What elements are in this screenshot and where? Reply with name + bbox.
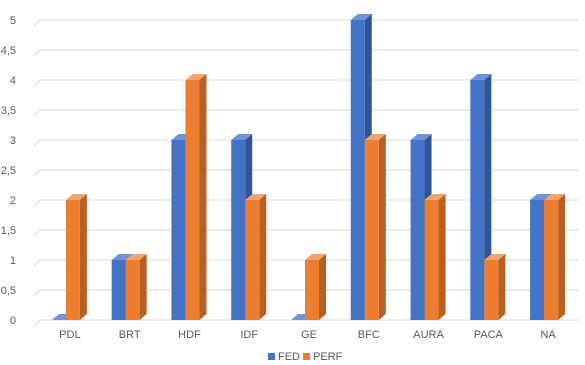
y-tick-label: 4 [10,75,16,87]
x-axis-ticks: PDL BRT HDF IDF GE BFC AURA PACA NA [59,329,556,341]
bar-fed [111,260,126,320]
bar-perf [65,200,80,320]
x-tick-label: GE [301,329,317,341]
bar-perf-side [319,254,326,320]
bar-perf [305,260,319,320]
gridline-depth [33,319,41,327]
bar-perf [245,200,260,320]
bars [51,14,566,320]
y-tick-label: 0,5 [1,285,16,297]
bar-perf [484,260,499,320]
gridline-depth [33,259,41,267]
bar-perf-side [438,194,446,320]
y-tick-label: 1,5 [1,225,16,237]
x-tick-label: NA [540,329,556,341]
bar-perf [544,200,559,320]
x-tick-label: HDF [178,329,201,341]
gridline-depth [33,169,41,177]
gridline-depth [33,79,41,87]
bar-perf-side [498,254,506,320]
gridline-depth [33,289,41,297]
y-tick-label: 1 [10,255,16,267]
y-axis-ticks: 0 0,5 1 1,5 2 2,5 3 3,5 4 4,5 5 [1,15,16,327]
bar-perf-side [139,254,147,320]
gridline-depth [33,199,41,207]
bar-fed [171,140,186,320]
x-tick-label: AURA [413,329,444,341]
bar-fed [530,200,545,320]
bar-perf [185,80,200,320]
bar-fed [231,140,246,320]
bar-perf [125,260,140,320]
legend: FED PERF [268,351,343,363]
bar-perf-side [259,194,267,320]
y-tick-label: 2 [10,195,16,207]
bar-fed [350,20,365,320]
bar-perf [424,200,439,320]
x-tick-label: PDL [59,329,80,341]
y-tick-label: 5 [10,15,16,27]
gridline-depth [33,49,41,57]
bar-perf-side [79,194,87,320]
gridline-depth [33,109,41,117]
bar-fed [470,80,485,320]
x-tick-label: IDF [240,329,258,341]
legend-swatch-fed [268,353,275,360]
y-tick-label: 0 [10,315,16,327]
bar-perf-side [558,194,566,320]
legend-label-perf: PERF [313,351,343,363]
x-tick-label: BFC [358,329,380,341]
x-tick-label: BRT [119,329,141,341]
y-tick-label: 4,5 [1,45,16,57]
gridline-depth [33,229,41,237]
gridline-depth [33,139,41,147]
gridline-depth [33,19,41,27]
bar-perf [364,140,379,320]
legend-swatch-perf [303,353,310,360]
bar-fed-top [111,254,133,260]
y-tick-label: 3 [10,135,16,147]
y-tick-label: 3,5 [1,105,16,117]
x-tick-label: PACA [474,329,504,341]
bar-perf-side [378,134,386,320]
legend-label-fed: FED [278,351,300,363]
bar-fed [410,140,425,320]
bar-perf-side [199,74,207,320]
y-tick-label: 2,5 [1,165,16,177]
